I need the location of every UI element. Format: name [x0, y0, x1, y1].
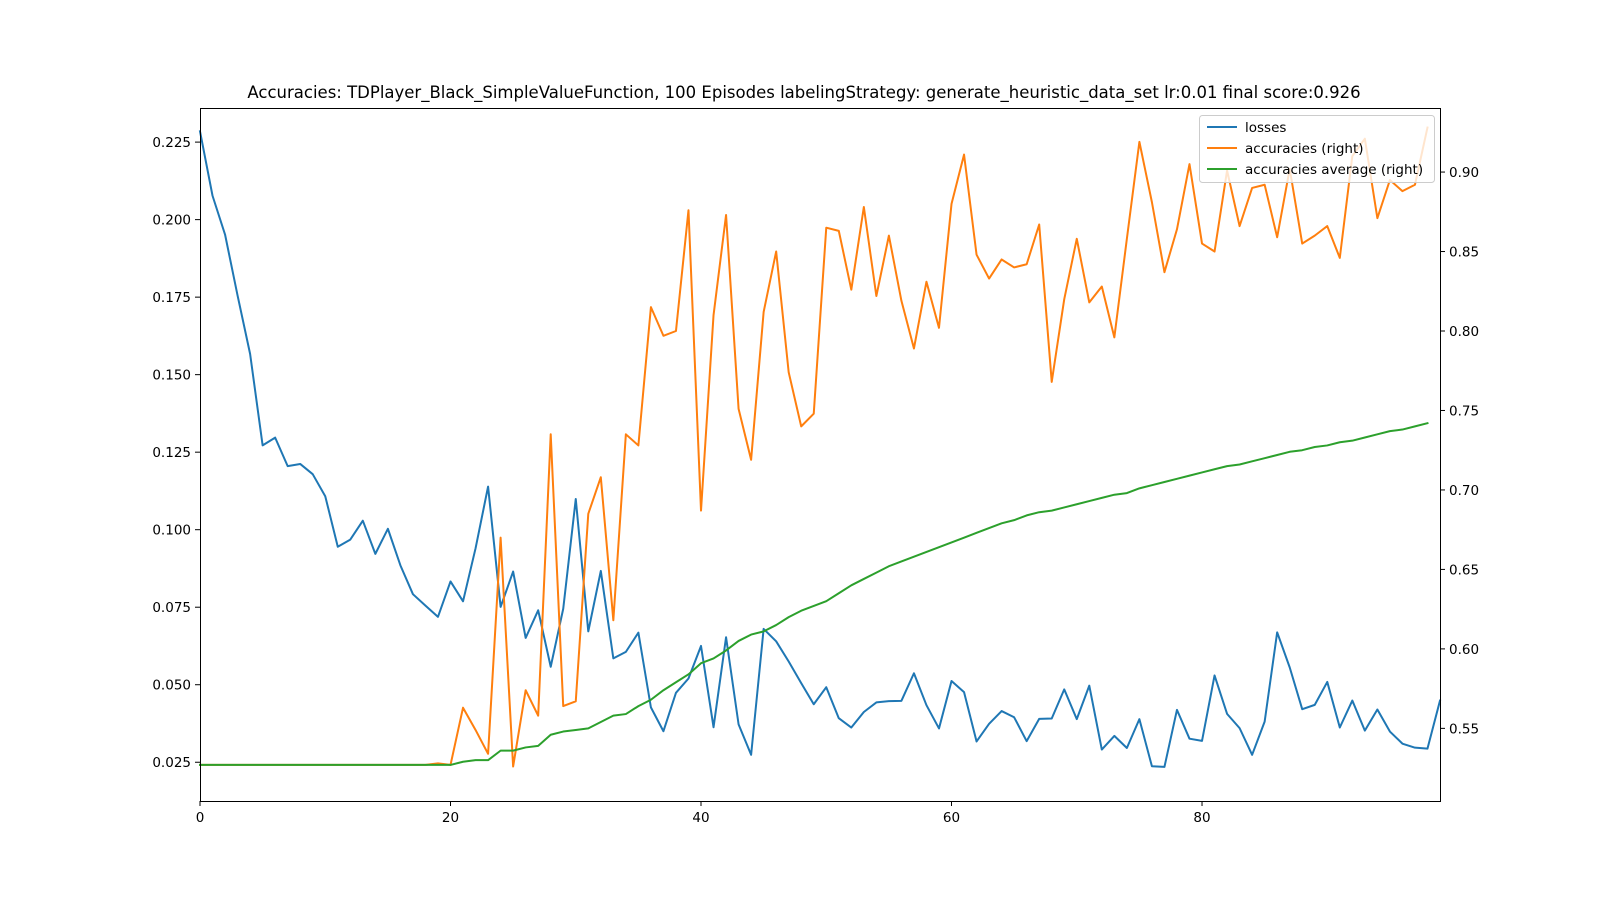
- y-right-tick-label: 0.65: [1449, 562, 1479, 578]
- legend-label-losses: losses: [1245, 120, 1286, 136]
- x-tick-label: 20: [442, 810, 459, 826]
- y-right-tick-label: 0.75: [1449, 403, 1479, 419]
- y-right-tick-label: 0.85: [1449, 245, 1479, 261]
- legend-box: [1199, 115, 1435, 183]
- y-left-tick-label: 0.175: [152, 290, 191, 306]
- y-left-tick-label: 0.050: [152, 678, 191, 694]
- y-right-tick-label: 0.80: [1449, 324, 1479, 340]
- series-line-accuracies-average-right: [199, 421, 1429, 766]
- y-left-tick-label: 0.200: [152, 213, 191, 229]
- y-left-tick-label: 0.025: [152, 755, 191, 771]
- y-right-tick-label: 0.60: [1449, 642, 1479, 658]
- y-right-tick-label: 0.90: [1449, 165, 1479, 181]
- y-left-tick-label: 0.225: [152, 135, 191, 151]
- x-tick-label: 0: [196, 810, 205, 826]
- legend-label-accuracies-average: accuracies average (right): [1245, 162, 1423, 178]
- y-left-tick-label: 0.125: [152, 445, 191, 461]
- legend: losses accuracies (right) accuracies ave…: [1199, 115, 1435, 183]
- x-axis: 0 20 40 60 80: [196, 801, 1211, 826]
- y-right-tick-label: 0.55: [1449, 721, 1479, 737]
- y-left-tick-label: 0.150: [152, 368, 191, 384]
- y-axis-left: 0.025 0.050 0.075 0.100 0.125 0.150 0.175 0.200…: [152, 135, 200, 771]
- series-layer: [198, 126, 1442, 768]
- y-left-tick-label: 0.100: [152, 523, 191, 539]
- y-left-tick-label: 0.075: [152, 600, 191, 616]
- x-tick-label: 80: [1193, 810, 1210, 826]
- chart-title: Accuracies: TDPlayer_Black_SimpleValueFu…: [247, 83, 1360, 103]
- y-axis-right: 0.55 0.60 0.65 0.70 0.75 0.80 0.85 0.90: [1440, 165, 1479, 737]
- legend-label-accuracies: accuracies (right): [1245, 141, 1364, 157]
- y-right-tick-label: 0.70: [1449, 483, 1479, 499]
- plot-area-frame: [200, 108, 1441, 802]
- x-tick-label: 40: [692, 810, 709, 826]
- x-tick-label: 60: [943, 810, 960, 826]
- series-line-losses: [198, 130, 1442, 768]
